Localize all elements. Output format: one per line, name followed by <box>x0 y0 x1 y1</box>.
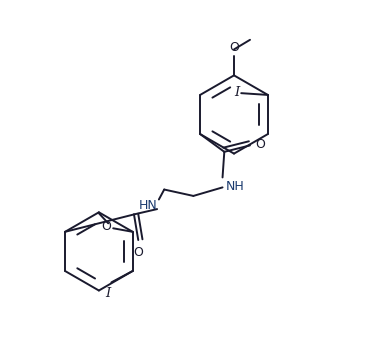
Text: O: O <box>101 220 111 233</box>
Text: I: I <box>234 86 240 99</box>
Text: NH: NH <box>226 180 245 192</box>
Text: O: O <box>255 138 265 151</box>
Text: O: O <box>133 246 143 260</box>
Text: O: O <box>229 41 239 54</box>
Text: I: I <box>105 287 110 300</box>
Text: HN: HN <box>138 200 157 212</box>
